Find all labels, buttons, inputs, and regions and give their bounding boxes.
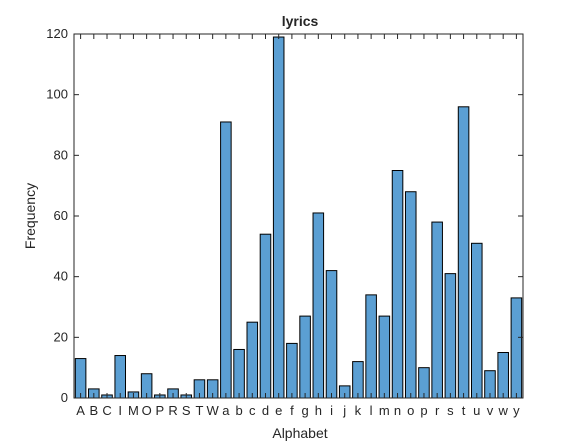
y-tick-label: 120 [46,26,68,41]
x-tick-label: l [370,403,373,418]
x-tick-label: M [128,403,139,418]
x-tick-label: c [249,403,256,418]
x-tick-label: d [262,403,269,418]
y-tick-label: 100 [46,87,68,102]
x-tick-label: p [420,403,427,418]
bar [259,233,272,399]
bar [404,191,417,399]
bar [391,170,404,399]
x-tick-label: a [222,403,230,418]
x-tick-label: w [497,403,508,418]
bars-group [74,36,523,399]
bar [431,221,443,399]
bar [378,315,391,399]
bar [510,297,523,399]
bar [286,342,298,399]
bar [497,352,509,399]
x-tick-label: B [89,403,98,418]
bar [220,121,232,399]
x-tick-label: R [168,403,177,418]
x-tick-label: g [301,403,308,418]
x-tick-label: u [473,403,480,418]
x-tick-label: j [342,403,346,418]
bar [74,358,87,399]
y-axis-label: Frequency [22,183,38,249]
bar [299,315,311,399]
x-tick-label: T [195,403,203,418]
y-tick-label: 20 [54,329,68,344]
bar [444,273,457,399]
x-tick-label: S [182,403,191,418]
bar [312,212,325,399]
y-tick-label: 60 [54,208,68,223]
bar [365,294,377,399]
bar [272,36,285,399]
x-axis-label: Alphabet [272,425,327,441]
bar [114,355,127,399]
bar [233,348,245,399]
y-tick-label: 0 [61,390,68,405]
x-tick-label: o [407,403,414,418]
x-tick-label: W [207,403,220,418]
x-tick-label: P [156,403,165,418]
x-tick-label: b [235,403,242,418]
x-tick-label: C [102,403,111,418]
x-tick-label: s [447,403,454,418]
x-tick-label: n [394,403,401,418]
x-tick-label: r [435,403,440,418]
bar [352,361,364,399]
x-tick-label: k [355,403,362,418]
bar [457,106,470,399]
x-tick-label: m [379,403,390,418]
x-tick-label: e [275,403,282,418]
bar [471,242,483,399]
x-tick-label: I [118,403,122,418]
x-tick-label: O [142,403,152,418]
bar [246,321,259,399]
x-tick-label: i [330,403,333,418]
x-tick-label: f [290,403,294,418]
x-tick-label: y [513,403,520,418]
chart-title: lyrics [282,13,319,29]
x-tick-label: t [462,403,466,418]
x-tick-label: h [315,403,322,418]
bar [325,270,338,399]
x-tick-label: A [76,403,85,418]
y-tick-label: 40 [54,269,68,284]
y-tick-label: 80 [54,147,68,162]
x-tick-label: v [487,403,494,418]
